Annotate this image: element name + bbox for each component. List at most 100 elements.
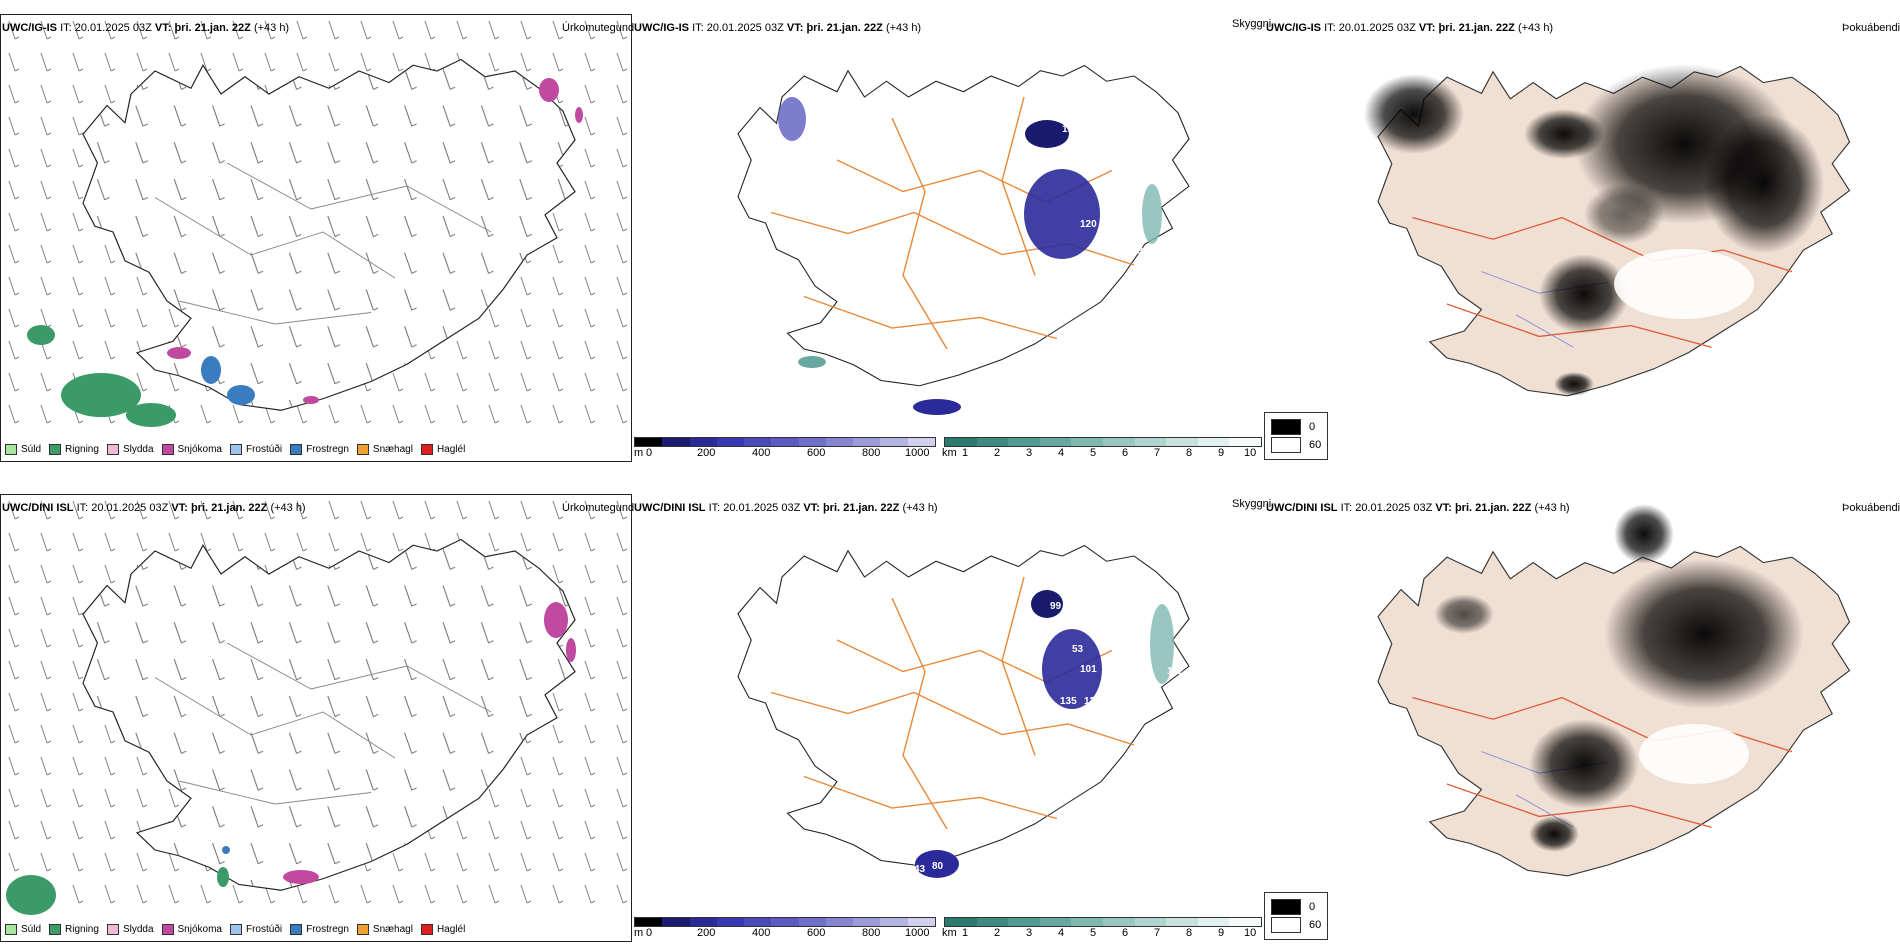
cloudbase-label: 90 (932, 391, 944, 402)
visibility-tick: 6 (1122, 447, 1129, 459)
visibility-scale-cells (944, 437, 1262, 447)
panel-type-title: Skyggni (1232, 18, 1272, 30)
precip-type-map (1, 15, 631, 435)
cloudbase-label: 53 (1072, 644, 1084, 655)
fog-panel-1 (1264, 14, 1900, 414)
cloudbase-unit: m (634, 927, 644, 939)
cloudbase-tick: 1000 (905, 927, 930, 939)
legend-item-haglel: Haglél (420, 444, 465, 455)
visibility-tick: 9 (1218, 927, 1225, 939)
cloudbase-tick: 400 (752, 447, 771, 459)
panel-header: UWC/IG-IS IT: 20.01.2025 03Z VT: þri. 21… (1266, 22, 1554, 34)
panel-header: UWC/IG-IS IT: 20.01.2025 03Z VT: þri. 21… (634, 22, 922, 34)
visibility-tick: 10 (1244, 927, 1257, 939)
precip-areas (27, 78, 583, 427)
cloudbase-tick: 0 (646, 927, 653, 939)
panel-header: UWC/DINI ISL IT: 20.01.2025 03Z VT: þri.… (1266, 502, 1570, 514)
legend-item-sudl: Súld (5, 924, 41, 935)
visibility-scale (944, 437, 1262, 447)
panel-type-title: Úrkomutegund (562, 22, 635, 34)
precip-areas (6, 602, 576, 915)
legend-item-snjokoma: Snjókoma (161, 924, 222, 935)
legend-item-snaehagl: Snæhagl (356, 924, 413, 935)
cloudbase-label: 99 (1050, 601, 1062, 612)
cloudbase-scale-cells (634, 437, 936, 447)
cloudbase-unit: m (634, 447, 644, 459)
legend-item-frostudi: Frostúði (229, 444, 282, 455)
cloudbase-scale (634, 437, 936, 447)
cloudbase-tick: 800 (862, 927, 881, 939)
cloudbase-tick: 200 (697, 447, 716, 459)
legend-item-snjokoma: Snjókoma (161, 444, 222, 455)
visibility-tick: 6 (1122, 927, 1129, 939)
visibility-panel-1: 105 146 120 116 130 90 (632, 14, 1264, 462)
cloudbase-label: 102 (1167, 666, 1184, 677)
cloudbase-label: 135 (1060, 696, 1077, 707)
legend-item-slydda: Slydda (106, 444, 154, 455)
precip-type-panel-2: Súld Rigning Slydda Snjókoma Frostúði Fr… (0, 494, 632, 942)
fog-panel-2 (1264, 494, 1900, 894)
fog-areas (1434, 504, 1804, 852)
precip-type-panel-1: Súld Rigning Slydda Snjókoma Frostúði Fr… (0, 14, 632, 462)
visibility-tick: 1 (962, 927, 969, 939)
panel-type-title: Þokuábendi (1842, 22, 1900, 34)
visibility-tick: 8 (1186, 447, 1193, 459)
cloudbase-tick: 400 (752, 927, 771, 939)
cloudbase-label: 120 (1084, 696, 1101, 707)
cloudbase-scale (634, 917, 936, 927)
fog-legend: 0 60 (1264, 412, 1329, 460)
panel-header: UWC/DINI ISL IT: 20.01.2025 03Z VT: þri.… (2, 502, 306, 514)
legend-item-frostregn: Frostregn (290, 924, 349, 935)
cloudbase-areas (915, 590, 1174, 878)
legend-item-rigning: Rigning (49, 444, 99, 455)
visibility-unit: km (942, 927, 957, 939)
visibility-panel-2: 99 53 101 135 120 102 80 43 (632, 494, 1264, 942)
panel-header: UWC/IG-IS IT: 20.01.2025 03Z VT: þri. 21… (2, 22, 290, 34)
cloudbase-tick: 600 (807, 447, 826, 459)
visibility-unit: km (942, 447, 957, 459)
panel-type-title: Úrkomutegund (562, 502, 635, 514)
visibility-tick: 4 (1058, 447, 1065, 459)
visibility-tick: 4 (1058, 927, 1065, 939)
precip-legend: Súld Rigning Slydda Snjókoma Frostúði Fr… (5, 924, 465, 935)
cloudbase-tick: 800 (862, 447, 881, 459)
fog-areas (1364, 64, 1824, 396)
legend-item-snaehagl: Snæhagl (356, 444, 413, 455)
cloudbase-tick: 200 (697, 927, 716, 939)
legend-item-sudl: Súld (5, 444, 41, 455)
visibility-tick: 1 (962, 447, 969, 459)
visibility-tick: 9 (1218, 447, 1225, 459)
legend-item-rigning: Rigning (49, 924, 99, 935)
cloudbase-tick: 600 (807, 927, 826, 939)
cloudbase-label: 146 (1080, 159, 1097, 170)
legend-item-frostregn: Frostregn (290, 444, 349, 455)
visibility-tick: 7 (1154, 447, 1161, 459)
visibility-tick: 2 (994, 447, 1001, 459)
cloudbase-label: 101 (1080, 664, 1097, 675)
cloudbase-label: 80 (932, 861, 944, 872)
visibility-tick: 3 (1026, 447, 1033, 459)
cloudbase-label: 120 (1080, 219, 1097, 230)
cloudbase-tick: 1000 (905, 447, 930, 459)
cloudbase-label: 130 (1132, 246, 1149, 257)
visibility-tick: 10 (1244, 447, 1257, 459)
legend-item-frostudi: Frostúði (229, 924, 282, 935)
panel-type-title: Skyggni (1232, 498, 1272, 510)
precip-legend: Súld Rigning Slydda Snjókoma Frostúði Fr… (5, 444, 465, 455)
fog-legend: 0 60 (1264, 892, 1329, 940)
visibility-map: 105 146 120 116 130 90 (737, 64, 1190, 415)
cloudbase-label: 116 (1122, 204, 1139, 215)
panel-header: UWC/DINI ISL IT: 20.01.2025 03Z VT: þri.… (634, 502, 938, 514)
legend-item-haglel: Haglél (420, 924, 465, 935)
visibility-tick: 7 (1154, 927, 1161, 939)
legend-item-slydda: Slydda (106, 924, 154, 935)
fog-map (1364, 64, 1851, 397)
visibility-tick: 8 (1186, 927, 1193, 939)
precip-type-map (1, 495, 631, 915)
visibility-tick: 2 (994, 927, 1001, 939)
cloudbase-scale-cells (634, 917, 936, 927)
cloudbase-label: 43 (914, 864, 926, 875)
cloudbase-areas (778, 97, 1162, 415)
fog-map (1377, 504, 1851, 877)
visibility-map: 99 53 101 135 120 102 80 43 (737, 544, 1190, 878)
